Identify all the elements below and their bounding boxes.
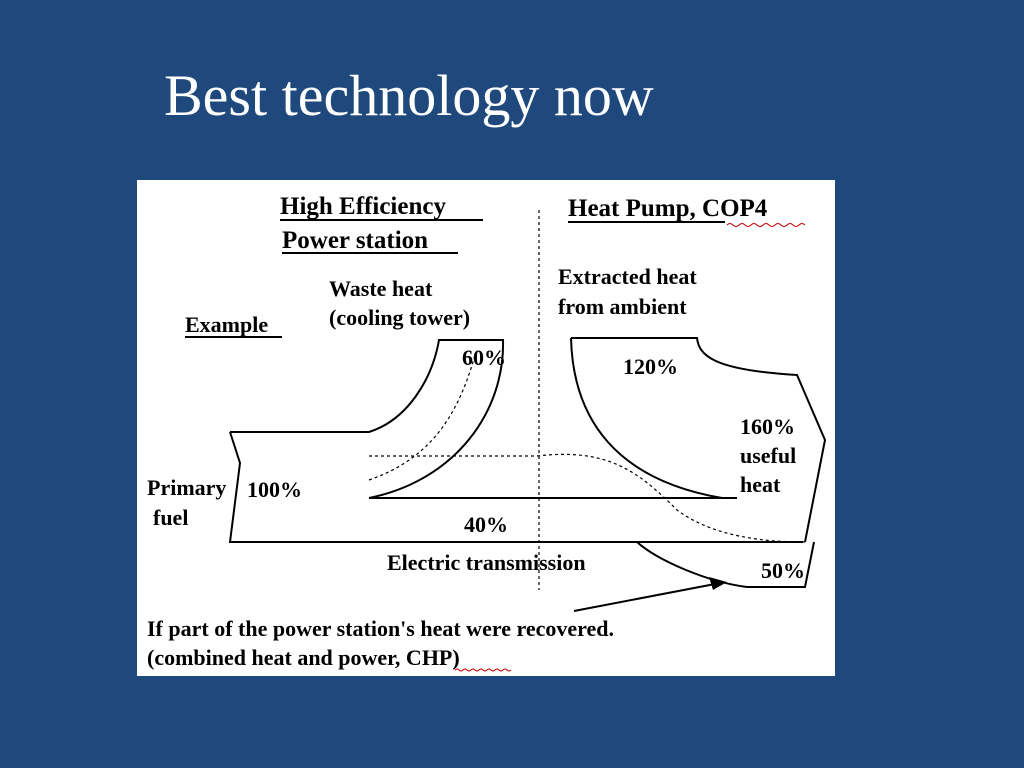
chp-note-line-1: If part of the power station's heat were… bbox=[147, 616, 614, 641]
chp-outline bbox=[636, 541, 815, 588]
chp-dotted-upper bbox=[369, 453, 806, 543]
waste-heat-dotted bbox=[368, 354, 476, 481]
left-header-line-1: High Efficiency bbox=[280, 193, 446, 220]
chp-pct: 50% bbox=[761, 558, 805, 583]
left-header-line-2: Power station bbox=[282, 227, 428, 254]
chp-arrow-head bbox=[709, 577, 727, 590]
chp-arrow-shaft bbox=[573, 583, 716, 612]
useful-heat-label-2: heat bbox=[740, 472, 781, 497]
transmission-label: Electric transmission bbox=[387, 550, 586, 575]
waste-heat-label-1: Waste heat bbox=[329, 276, 433, 301]
waste-heat-label-2: (cooling tower) bbox=[329, 305, 470, 330]
right-header: Heat Pump, COP4 bbox=[568, 195, 768, 222]
useful-heat-label-1: useful bbox=[740, 443, 796, 468]
example-label: Example bbox=[185, 312, 268, 337]
spellcheck-underline bbox=[726, 223, 806, 227]
electricity-pct: 40% bbox=[464, 512, 508, 537]
energy-flow-diagram: High Efficiency Power station Heat Pump,… bbox=[137, 180, 835, 676]
waste-heat-outline bbox=[230, 339, 505, 499]
primary-fuel-outline bbox=[228, 431, 803, 543]
primary-fuel-pct: 100% bbox=[247, 477, 302, 502]
primary-fuel-label-2: fuel bbox=[153, 505, 188, 530]
extracted-heat-curve bbox=[570, 337, 723, 499]
chp-note-line-2: (combined heat and power, CHP) bbox=[147, 645, 460, 670]
heat-pump-outline bbox=[571, 337, 827, 543]
extracted-heat-label-1: Extracted heat bbox=[558, 264, 697, 289]
waste-heat-pct: 60% bbox=[462, 345, 506, 370]
useful-heat-pct: 160% bbox=[740, 414, 795, 439]
slide-title: Best technology now bbox=[164, 63, 654, 128]
extracted-heat-label-2: from ambient bbox=[558, 294, 687, 319]
chp-spellcheck-underline bbox=[454, 668, 512, 672]
extracted-heat-pct: 120% bbox=[623, 354, 678, 379]
primary-fuel-label-1: Primary bbox=[147, 475, 226, 500]
